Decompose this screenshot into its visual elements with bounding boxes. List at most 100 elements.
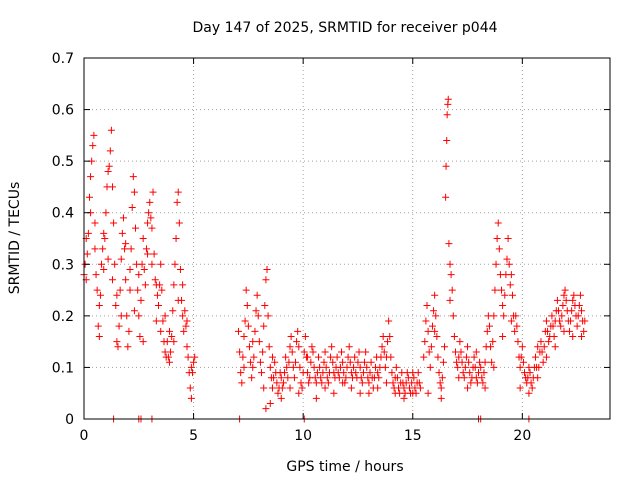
data-point (442, 193, 450, 201)
data-point (244, 322, 252, 330)
data-point (145, 209, 153, 217)
data-point (578, 307, 586, 315)
data-point (256, 358, 264, 366)
data-point (252, 307, 260, 315)
data-point (365, 389, 373, 397)
data-point (498, 286, 506, 294)
data-point (415, 379, 423, 387)
data-point (562, 296, 570, 304)
data-point (190, 358, 198, 366)
data-point (343, 363, 351, 371)
data-point (119, 214, 127, 222)
data-point (559, 302, 567, 310)
data-point (85, 193, 93, 201)
data-point (438, 374, 446, 382)
data-point (356, 389, 364, 397)
data-point (288, 348, 296, 356)
data-point (446, 296, 454, 304)
data-point (147, 214, 155, 222)
data-point (94, 322, 102, 330)
data-point (117, 255, 125, 263)
data-point (421, 338, 429, 346)
data-point (114, 343, 122, 351)
data-point (409, 389, 417, 397)
data-point (424, 327, 432, 335)
data-point (454, 363, 462, 371)
data-point (301, 332, 309, 340)
data-point (534, 343, 542, 351)
data-point (485, 322, 493, 330)
data-point (575, 302, 583, 310)
data-point (171, 260, 179, 268)
data-point (285, 358, 293, 366)
axis-ticks: 0 0.1 0.2 0.3 0.4 0.5 0.6 0.7 0 5 10 15 20 (52, 51, 610, 444)
data-point (535, 363, 543, 371)
data-point (540, 343, 548, 351)
data-point (105, 162, 113, 170)
data-point (422, 317, 430, 325)
data-point (527, 379, 535, 387)
data-point (241, 317, 249, 325)
data-point (296, 363, 304, 371)
data-points (80, 95, 589, 423)
data-point (525, 389, 533, 397)
data-point (279, 379, 287, 387)
data-point (507, 317, 515, 325)
data-point (459, 369, 467, 377)
data-point (243, 302, 251, 310)
data-point (237, 369, 245, 377)
data-point (391, 389, 399, 397)
y-tick-label: 0.7 (52, 51, 74, 67)
data-point (357, 374, 365, 382)
data-point (152, 317, 160, 325)
data-point (531, 353, 539, 361)
data-point (516, 384, 524, 392)
data-point (188, 369, 196, 377)
plot-frame (83, 57, 611, 420)
data-point (328, 343, 336, 351)
data-point (580, 327, 588, 335)
data-point (437, 384, 445, 392)
data-point (118, 229, 126, 237)
y-tick-label: 0.2 (52, 309, 74, 325)
data-point (128, 204, 136, 212)
data-point (526, 369, 534, 377)
data-point (416, 384, 424, 392)
data-point (490, 363, 498, 371)
data-point (187, 363, 195, 371)
data-point (514, 338, 522, 346)
data-point (172, 235, 180, 242)
data-point (144, 219, 152, 227)
data-point (289, 363, 297, 371)
data-point (519, 358, 527, 366)
data-point (125, 327, 133, 335)
data-point (554, 307, 562, 315)
data-point (261, 302, 269, 310)
data-point (430, 307, 438, 315)
data-point (239, 353, 247, 361)
data-point (104, 255, 112, 263)
data-point (111, 260, 119, 268)
data-point (263, 265, 271, 273)
data-point (330, 389, 338, 397)
data-point (445, 240, 453, 248)
data-point (184, 353, 192, 361)
data-point (432, 312, 440, 320)
data-point (260, 384, 268, 392)
data-point (259, 348, 267, 356)
data-point (433, 332, 441, 340)
data-point (507, 271, 515, 279)
data-point (122, 240, 130, 248)
data-point (465, 358, 473, 366)
data-point (112, 302, 120, 310)
data-point (578, 332, 586, 340)
data-point (388, 369, 396, 377)
data-point (140, 265, 148, 273)
data-point (307, 358, 315, 366)
data-point (101, 235, 109, 242)
data-point (344, 353, 352, 361)
data-point (327, 353, 335, 361)
data-point (281, 369, 289, 377)
data-point (420, 353, 428, 361)
data-point (95, 302, 103, 310)
